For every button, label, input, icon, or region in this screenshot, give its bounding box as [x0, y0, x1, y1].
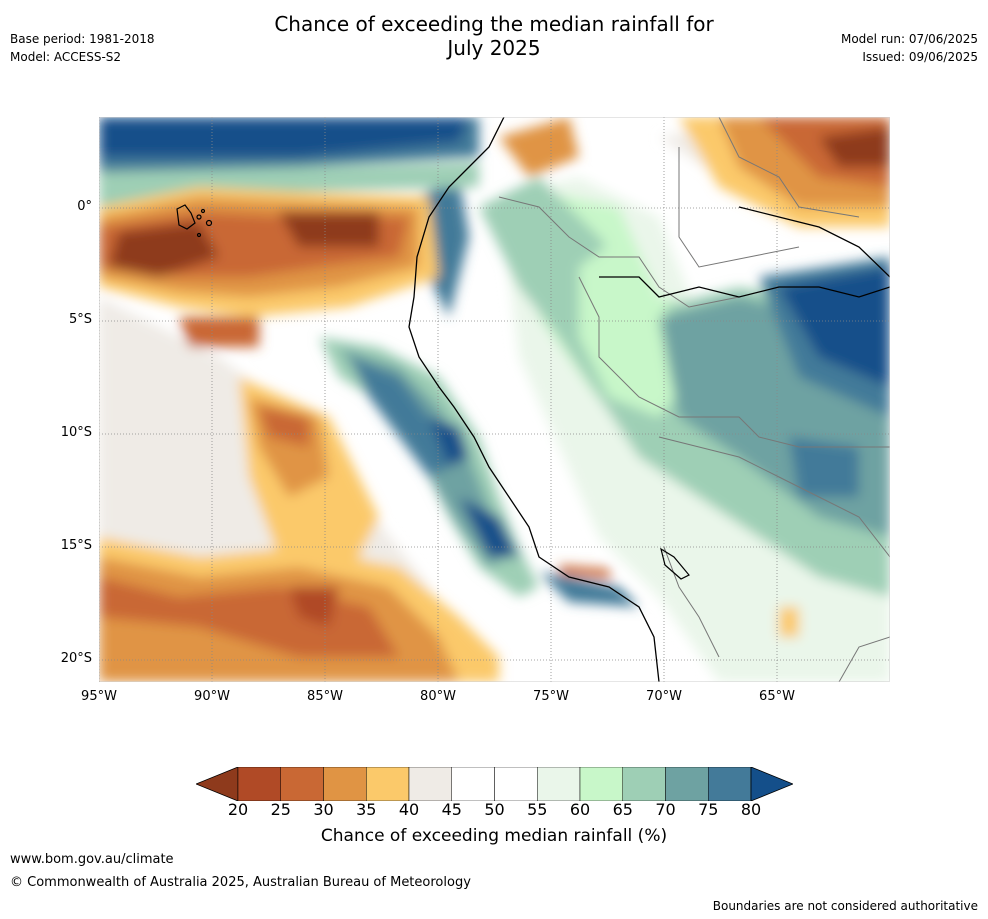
colorbar-cell	[408, 767, 452, 801]
model-run-text: Model run: 07/06/2025	[840, 32, 978, 46]
colorbar-cell	[451, 767, 495, 801]
issued-text: Issued: 09/06/2025	[862, 50, 978, 64]
colorbar-extend-high	[750, 767, 793, 801]
colorbar-cell	[665, 767, 709, 801]
lon-label-65w: 65°W	[759, 689, 795, 704]
colorbar-tick-label: 35	[356, 800, 377, 819]
lat-label-10s: 10°S	[60, 425, 92, 440]
lat-label-20s: 20°S	[60, 651, 92, 666]
colorbar-tick-label: 65	[612, 800, 633, 819]
lat-label-0: 0°	[77, 199, 92, 214]
lake-titicaca	[660, 547, 690, 580]
lon-label-95w: 95°W	[81, 689, 117, 704]
colorbar-tick-label: 30	[313, 800, 334, 819]
colorbar-tick-label: 45	[441, 800, 462, 819]
title-line-2: July 2025	[447, 36, 541, 60]
galapagos-islands	[176, 204, 213, 238]
colorbar-tick-label: 75	[698, 800, 719, 819]
lon-label-80w: 80°W	[420, 689, 456, 704]
colorbar-tick-label: 40	[398, 800, 420, 819]
model-text: Model: ACCESS-S2	[10, 50, 122, 64]
probability-field	[99, 117, 890, 682]
lon-label-85w: 85°W	[307, 689, 343, 704]
country-borders	[498, 117, 890, 682]
footer-url: www.bom.gov.au/climate	[10, 852, 174, 867]
colorbar-tick-label: 70	[655, 800, 676, 819]
coastline	[408, 117, 890, 682]
base-period-text: Base period: 1981-2018	[10, 32, 155, 46]
colorbar	[196, 767, 793, 801]
graticule	[99, 117, 890, 682]
rainfall-map	[99, 117, 890, 682]
colorbar-cell	[708, 767, 752, 801]
lat-label-5s: 5°S	[68, 312, 92, 327]
colorbar-cell	[323, 767, 367, 801]
colorbar-tick-label: 20	[227, 800, 249, 819]
colorbar-tick-label: 80	[740, 800, 762, 819]
colorbar-tick-label: 50	[484, 800, 505, 819]
colorbar-tick-label: 55	[527, 800, 548, 819]
colorbar-tick-label: 60	[569, 800, 591, 819]
colorbar-cell	[366, 767, 410, 801]
lon-label-75w: 75°W	[533, 689, 569, 704]
page-title: Chance of exceeding the median rainfall …	[0, 12, 988, 60]
map-frame	[99, 117, 890, 682]
lat-label-15s: 15°S	[60, 538, 92, 553]
colorbar-cell	[537, 767, 581, 801]
colorbar-tick-label: 25	[270, 800, 291, 819]
colorbar-cell	[494, 767, 538, 801]
colorbar-extend-low	[196, 767, 239, 801]
footer-copyright: © Commonwealth of Australia 2025, Austra…	[10, 875, 471, 890]
footer-disclaimer: Boundaries are not considered authoritat…	[712, 899, 978, 913]
colorbar-cell	[579, 767, 623, 801]
colorbar-cell	[280, 767, 324, 801]
lon-label-70w: 70°W	[646, 689, 682, 704]
colorbar-label: Chance of exceeding median rainfall (%)	[320, 826, 668, 846]
title-line-1: Chance of exceeding the median rainfall …	[274, 12, 714, 36]
lon-label-90w: 90°W	[194, 689, 230, 704]
colorbar-cell	[237, 767, 281, 801]
colorbar-cell	[622, 767, 666, 801]
